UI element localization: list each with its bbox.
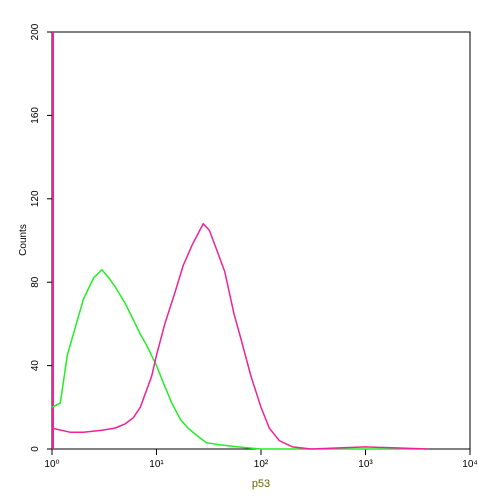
- plot-frame: [51, 31, 471, 450]
- y-tick-label: 160: [30, 107, 41, 124]
- x-tick-label: 10²: [254, 459, 269, 470]
- y-tick-label: 0: [30, 446, 41, 452]
- y-tick-label: 80: [30, 276, 41, 288]
- histogram-line: [51, 222, 429, 450]
- y-tick-label: 40: [30, 360, 41, 372]
- y-tick-label: 120: [30, 190, 41, 207]
- histogram-line: [51, 268, 429, 450]
- x-axis-label: p53: [252, 478, 270, 490]
- y-axis-label: Counts: [18, 224, 29, 256]
- y-tick-label: 200: [30, 23, 41, 40]
- x-tick-label: 10⁰: [44, 459, 59, 470]
- x-tick-label: 10³: [358, 459, 373, 470]
- x-tick-label: 10⁴: [462, 459, 477, 470]
- x-tick-label: 10¹: [149, 459, 164, 470]
